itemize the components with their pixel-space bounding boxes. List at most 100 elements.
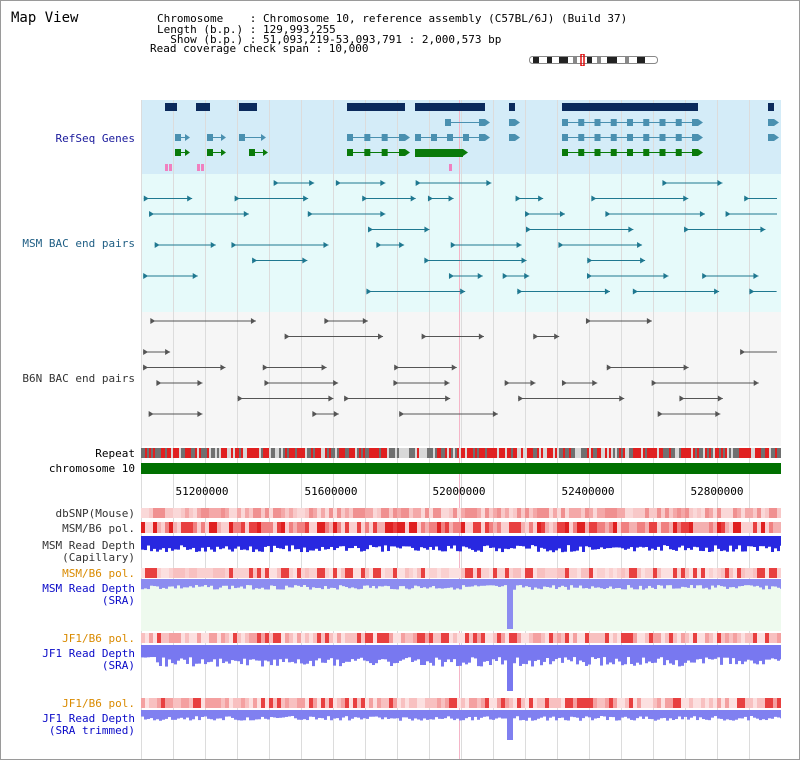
heat-cell bbox=[641, 568, 645, 578]
heat-cell bbox=[609, 508, 613, 518]
refseq-genes-label[interactable]: RefSeq Genes bbox=[55, 132, 135, 145]
depth-bar bbox=[309, 579, 312, 590]
depth-bar bbox=[429, 579, 432, 588]
depth-bar bbox=[390, 536, 393, 547]
jf1-pol-strip[interactable] bbox=[141, 633, 781, 643]
depth-bar bbox=[744, 710, 747, 717]
repeat-track[interactable] bbox=[141, 448, 781, 458]
heat-cell bbox=[573, 698, 577, 708]
gene-exon bbox=[239, 134, 245, 141]
heat-cell bbox=[165, 568, 169, 578]
heat-cell bbox=[769, 508, 773, 518]
heat-cell bbox=[373, 522, 377, 533]
depth-bar bbox=[465, 579, 468, 587]
heat-cell bbox=[513, 698, 517, 708]
depth-bar bbox=[585, 710, 588, 717]
repeat-segment bbox=[241, 448, 243, 458]
refseq-genes-track[interactable] bbox=[141, 100, 781, 174]
depth-bar bbox=[552, 645, 555, 662]
depth-bar bbox=[564, 536, 567, 552]
depth-bar bbox=[645, 579, 648, 589]
heat-cell bbox=[141, 522, 145, 533]
depth-bar bbox=[345, 536, 348, 551]
depth-bar bbox=[345, 645, 348, 662]
repeat-segment bbox=[233, 448, 235, 458]
heat-cell bbox=[481, 508, 485, 518]
chromosome-ideogram[interactable] bbox=[529, 54, 661, 66]
heat-cell bbox=[581, 633, 585, 643]
bac-end-marker bbox=[486, 180, 492, 186]
repeat-segment bbox=[645, 448, 647, 458]
b6n-bac-label[interactable]: B6N BAC end pairs bbox=[22, 372, 135, 385]
depth-bar bbox=[486, 579, 489, 586]
heat-cell bbox=[321, 568, 325, 578]
heat-cell bbox=[193, 633, 197, 643]
jf1-pol-label[interactable]: JF1/B6 pol. bbox=[62, 632, 135, 645]
depth-bar bbox=[432, 536, 435, 550]
depth-bar bbox=[408, 645, 411, 658]
heat-cell bbox=[197, 568, 201, 578]
gene-exon bbox=[578, 149, 585, 156]
jf1-pol-2-label[interactable]: JF1/B6 pol. bbox=[62, 697, 135, 710]
msm-depth-capillary-label-1[interactable]: MSM Read Depth bbox=[42, 539, 135, 552]
repeat-segment bbox=[601, 448, 603, 458]
heat-cell bbox=[729, 633, 733, 643]
depth-bar bbox=[432, 710, 435, 720]
msm-depth-capillary-plot[interactable] bbox=[141, 536, 781, 566]
jf1-depth-sra-plot[interactable] bbox=[141, 645, 781, 691]
msm-depth-sra-plot[interactable] bbox=[141, 579, 781, 629]
heat-cell bbox=[657, 633, 661, 643]
jf1-pol-2-strip[interactable] bbox=[141, 698, 781, 708]
heat-cell bbox=[317, 698, 321, 708]
dbsnp-label[interactable]: dbSNP(Mouse) bbox=[55, 507, 135, 520]
heat-cell bbox=[397, 698, 401, 708]
repeat-segment bbox=[623, 448, 625, 458]
jf1-depth-sra-label-1[interactable]: JF1 Read Depth bbox=[42, 647, 135, 660]
bac-end-marker bbox=[561, 380, 567, 386]
msm-depth-sra-label-1[interactable]: MSM Read Depth bbox=[42, 582, 135, 595]
depth-bar bbox=[591, 645, 594, 658]
heat-cell bbox=[501, 698, 505, 708]
heat-cell bbox=[701, 633, 705, 643]
heat-cell bbox=[281, 508, 285, 518]
gene-exon bbox=[562, 119, 568, 126]
msm-pol-sra-strip[interactable] bbox=[141, 568, 781, 578]
heat-cell bbox=[453, 698, 457, 708]
heat-cell bbox=[181, 522, 185, 533]
heat-cell bbox=[745, 568, 749, 578]
heat-cell bbox=[769, 633, 773, 643]
depth-bar bbox=[765, 645, 768, 660]
heat-cell bbox=[685, 568, 689, 578]
depth-bar bbox=[657, 536, 660, 547]
repeat-segment bbox=[703, 448, 705, 458]
depth-bar bbox=[222, 579, 225, 586]
msm-pol-sra-label[interactable]: MSM/B6 pol. bbox=[62, 567, 135, 580]
repeat-segment bbox=[355, 448, 357, 458]
depth-bar bbox=[477, 710, 480, 720]
b6n-bac-track[interactable] bbox=[141, 312, 781, 446]
msm-pol-strip[interactable] bbox=[141, 522, 781, 533]
msm-pol-label[interactable]: MSM/B6 pol. bbox=[62, 522, 135, 535]
bac-end-marker bbox=[366, 288, 372, 295]
repeat-segment bbox=[187, 448, 189, 458]
heat-cell bbox=[525, 508, 529, 518]
depth-bar bbox=[564, 710, 567, 721]
depth-bar bbox=[555, 579, 558, 589]
dbsnp-strip[interactable] bbox=[141, 508, 781, 518]
depth-bar bbox=[777, 645, 780, 661]
heat-cell bbox=[593, 698, 597, 708]
heat-cell bbox=[425, 698, 429, 708]
jf1-depth-trimmed-label-1[interactable]: JF1 Read Depth bbox=[42, 712, 135, 725]
depth-bar bbox=[615, 645, 618, 659]
depth-bar bbox=[474, 645, 477, 659]
gene-exon bbox=[175, 149, 181, 156]
heat-cell bbox=[433, 568, 437, 578]
depth-bar bbox=[150, 536, 153, 552]
depth-bar bbox=[591, 579, 594, 587]
depth-bar bbox=[714, 579, 717, 588]
msm-bac-label[interactable]: MSM BAC end pairs bbox=[22, 237, 135, 250]
heat-cell bbox=[365, 568, 369, 578]
msm-bac-track[interactable] bbox=[141, 174, 781, 312]
jf1-depth-trimmed-plot[interactable] bbox=[141, 710, 781, 740]
heat-cell bbox=[461, 508, 465, 518]
